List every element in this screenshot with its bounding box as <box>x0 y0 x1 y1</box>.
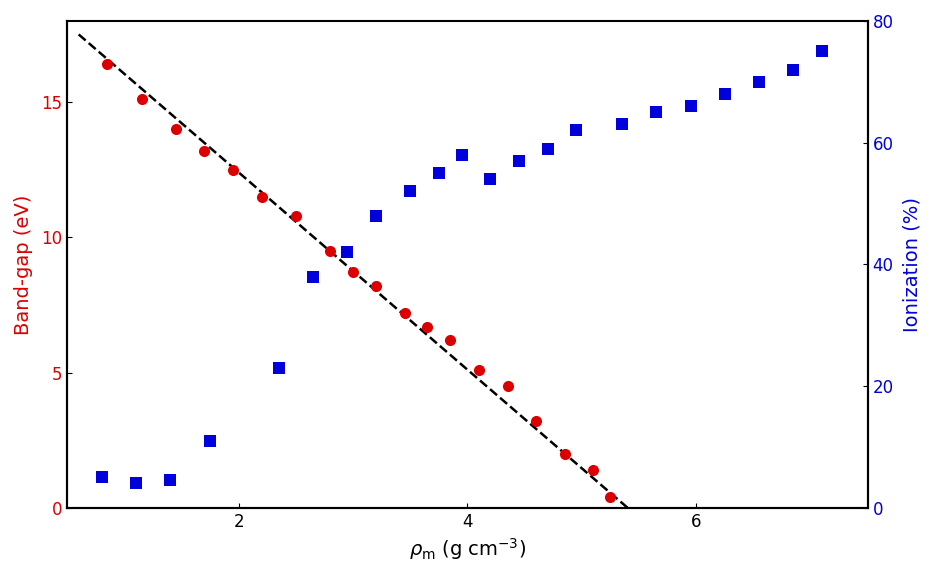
X-axis label: $\rho_\mathrm{m}$ (g cm$^{-3}$): $\rho_\mathrm{m}$ (g cm$^{-3}$) <box>409 536 526 562</box>
Y-axis label: Band-gap (eV): Band-gap (eV) <box>14 194 33 335</box>
Y-axis label: Ionization (%): Ionization (%) <box>902 197 921 332</box>
